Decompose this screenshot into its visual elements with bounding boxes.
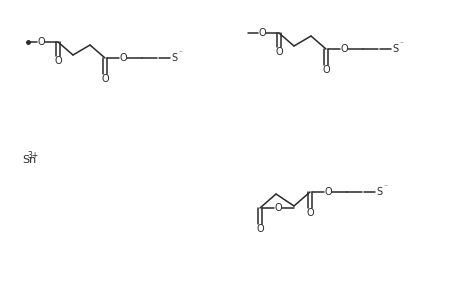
Text: O: O [101,74,109,84]
Text: ⁻: ⁻ [178,50,182,56]
Text: S: S [171,53,177,63]
Text: ⁻: ⁻ [399,41,403,47]
Text: O: O [324,187,332,197]
Text: O: O [274,203,282,213]
Text: O: O [306,208,314,218]
Text: O: O [54,56,62,66]
Text: O: O [258,28,266,38]
Text: O: O [340,44,348,54]
Text: 3+: 3+ [28,151,39,160]
Text: S: S [392,44,398,54]
Text: O: O [37,37,45,47]
Text: O: O [322,65,330,75]
Text: S: S [376,187,382,197]
Text: Sn: Sn [22,155,36,165]
Text: O: O [256,224,264,234]
Text: ⁻: ⁻ [383,184,387,190]
Text: O: O [119,53,127,63]
Text: O: O [275,47,283,57]
